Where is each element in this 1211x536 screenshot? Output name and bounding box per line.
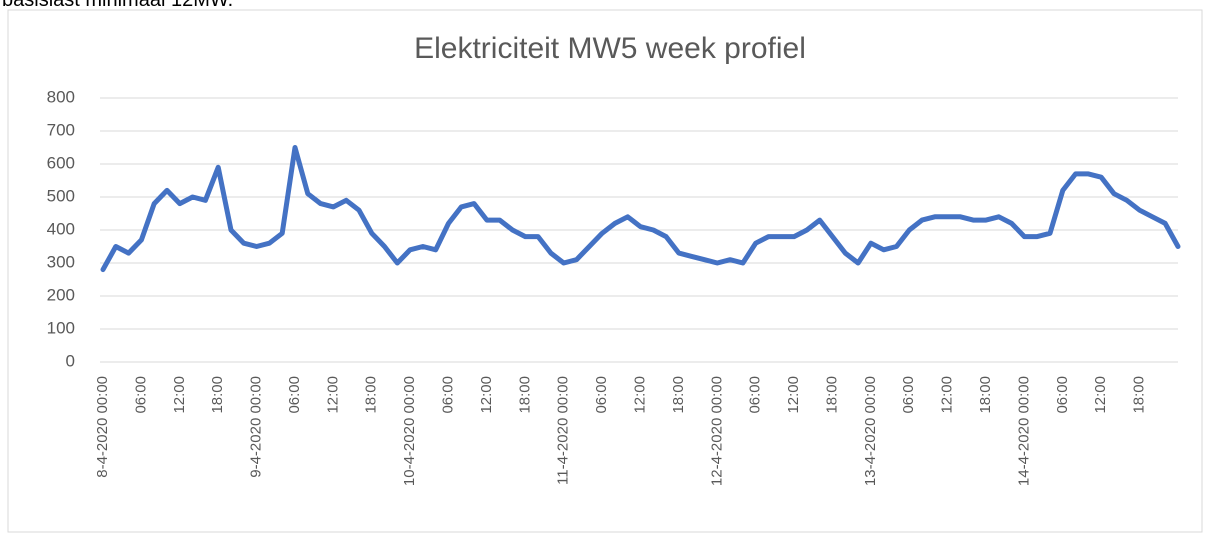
x-tick-label: 10-4-2020 00:00 — [401, 376, 418, 486]
y-tick-label: 300 — [47, 252, 75, 271]
x-tick-label: 12:00 — [171, 376, 188, 414]
x-tick-label: 18:00 — [516, 376, 533, 414]
y-tick-label: 800 — [47, 87, 75, 106]
x-tick-label: 12-4-2020 00:00 — [708, 376, 725, 486]
x-tick-label: 9-4-2020 00:00 — [248, 376, 265, 478]
x-tick-label: 18:00 — [363, 376, 380, 414]
x-tick-label: 12:00 — [785, 376, 802, 414]
x-tick-label: 18:00 — [977, 376, 994, 414]
x-tick-label: 12:00 — [1092, 376, 1109, 414]
x-tick-label: 06:00 — [900, 376, 917, 414]
x-tick-label: 12:00 — [939, 376, 956, 414]
x-tick-label: 06:00 — [593, 376, 610, 414]
x-tick-label: 14-4-2020 00:00 — [1015, 376, 1032, 486]
x-tick-label: 18:00 — [1131, 376, 1148, 414]
data-line — [100, 145, 1181, 273]
y-tick-label: 600 — [47, 153, 75, 172]
x-tick-label: 06:00 — [132, 376, 149, 414]
y-tick-label: 700 — [47, 120, 75, 139]
x-tick-label: 12:00 — [631, 376, 648, 414]
y-tick-label: 400 — [47, 219, 75, 238]
y-tick-label: 100 — [47, 318, 75, 337]
x-tick-label: 18:00 — [670, 376, 687, 414]
chart-border — [7, 9, 1203, 533]
x-tick-label: 06:00 — [440, 376, 457, 414]
chart-title: Elektriciteit MW5 week profiel — [414, 32, 806, 65]
caption: basislast minimaal 12MW. — [2, 0, 233, 11]
x-tick-label: 06:00 — [747, 376, 764, 414]
x-tick-label: 18:00 — [823, 376, 840, 414]
y-tick-label: 0 — [66, 351, 75, 370]
x-tick-label: 13-4-2020 00:00 — [862, 376, 879, 486]
x-tick-label: 06:00 — [286, 376, 303, 414]
x-tick-label: 8-4-2020 00:00 — [94, 376, 111, 478]
y-tick-label: 200 — [47, 285, 75, 304]
x-tick-label: 06:00 — [1054, 376, 1071, 414]
y-tick-label: 500 — [47, 186, 75, 205]
x-tick-label: 18:00 — [209, 376, 226, 414]
x-tick-label: 12:00 — [324, 376, 341, 414]
x-tick-label: 12:00 — [478, 376, 495, 414]
x-tick-label: 11-4-2020 00:00 — [555, 376, 572, 485]
